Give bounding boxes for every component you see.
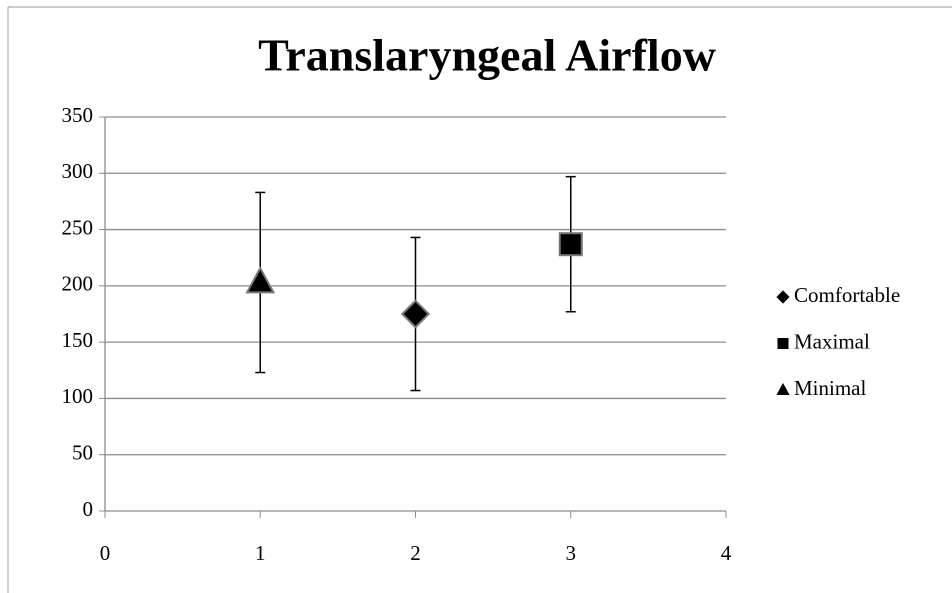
- point: [400, 299, 431, 329]
- legend-marker: [777, 338, 789, 349]
- x-tick-label: 3: [566, 541, 577, 565]
- y-tick-label: 350: [62, 103, 94, 127]
- legend-marker: [776, 382, 790, 395]
- legend-label: Maximal: [794, 329, 870, 353]
- chart-title: Translaryngeal Airflow: [258, 30, 716, 81]
- y-tick-label: 0: [83, 497, 94, 521]
- x-tick-label: 0: [100, 541, 111, 565]
- legend-marker: [776, 290, 790, 304]
- x-tick-label: 1: [255, 541, 266, 565]
- legend-label: Minimal: [794, 376, 866, 400]
- y-tick-label: 100: [62, 384, 94, 408]
- y-tick-label: 250: [62, 215, 94, 239]
- x-tick-label: 4: [721, 541, 732, 565]
- legend-label: Comfortable: [794, 283, 900, 307]
- point: [558, 232, 583, 257]
- y-tick-label: 200: [62, 272, 94, 296]
- x-tick-label: 2: [410, 541, 421, 565]
- y-tick-label: 300: [62, 159, 94, 183]
- y-tick-label: 150: [62, 328, 94, 352]
- y-tick-label: 50: [72, 441, 93, 465]
- point: [245, 266, 276, 294]
